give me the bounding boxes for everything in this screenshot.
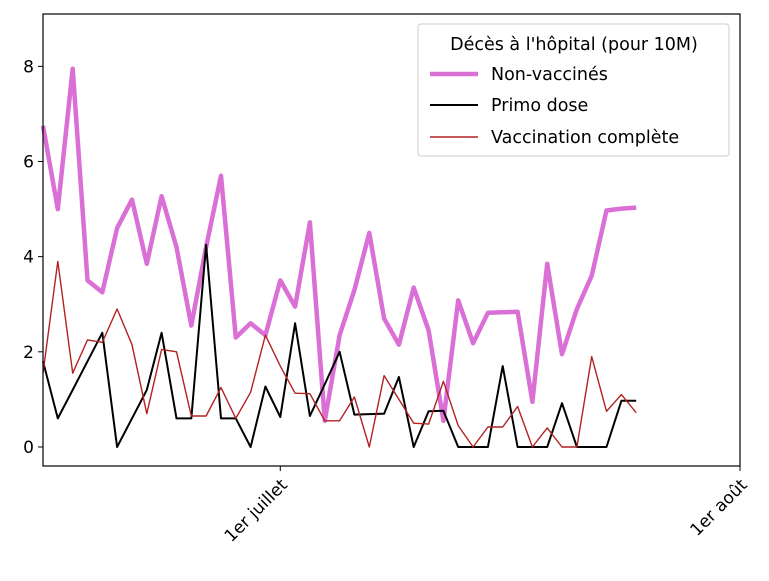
plot-frame (42, 13, 741, 467)
series-line-2 (42, 243, 637, 448)
legend-label-1: Non-vaccinés (491, 65, 608, 85)
legend-label-2: Primo dose (491, 96, 588, 116)
legend: Décès à l'hôpital (pour 10M) Non-vacciné… (417, 23, 730, 157)
x-axis: 1er juillet 1er août (221, 466, 752, 546)
legend-box (417, 23, 730, 157)
y-tick-label: 0 (23, 438, 34, 458)
series-line-3 (42, 260, 637, 448)
x-tick-label: 1er juillet (221, 475, 292, 546)
legend-label-3: Vaccination complète (491, 128, 679, 148)
y-tick-label: 8 (23, 57, 34, 77)
series-layer (40, 66, 637, 448)
y-tick-label: 6 (23, 152, 34, 172)
y-tick-label: 2 (23, 343, 34, 363)
legend-title: Décès à l'hôpital (pour 10M) (450, 35, 698, 55)
x-tick-label: 1er août (687, 475, 752, 540)
y-tick-label: 4 (23, 248, 34, 268)
y-axis: 0 2 4 6 8 (23, 57, 43, 458)
series-line-1 (40, 66, 637, 424)
